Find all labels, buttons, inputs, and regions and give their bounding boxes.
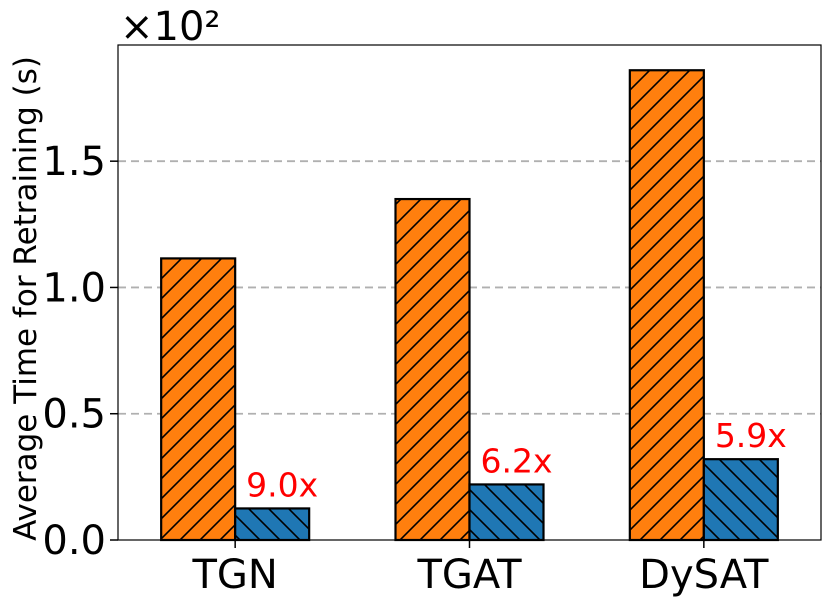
axis-ticks <box>110 160 705 548</box>
bars <box>160 69 779 542</box>
bar-tgat-series-2 <box>468 483 545 542</box>
y-offset-text: ×10² <box>120 4 220 50</box>
x-tick-label-tgn: TGN <box>191 552 277 598</box>
labels: 0.0 0.5 1.0 1.5 TGN TGAT DySAT 9.0x 6.2x 5.9x <box>42 139 786 598</box>
bar-tgn-series-1 <box>160 257 237 542</box>
bar-tgn-series-2 <box>234 507 311 542</box>
speedup-annotation: 5.9x <box>715 416 787 455</box>
y-tick-label: 1.5 <box>42 139 106 185</box>
y-tick-label: 1.0 <box>42 265 106 311</box>
x-tick-label-tgat: TGAT <box>416 552 522 598</box>
y-tick-label: 0.0 <box>42 518 106 564</box>
speedup-annotation: 6.2x <box>480 441 552 480</box>
y-axis-label: Average Time for Retraining (s) <box>8 56 44 541</box>
bar-tgat-series-1 <box>394 197 471 542</box>
y-tick-label: 0.5 <box>42 392 106 438</box>
bar-dysat-series-2 <box>702 458 779 542</box>
bar-dysat-series-1 <box>628 69 705 542</box>
x-tick-label-dysat: DySAT <box>639 552 769 598</box>
speedup-annotation: 9.0x <box>246 465 318 504</box>
